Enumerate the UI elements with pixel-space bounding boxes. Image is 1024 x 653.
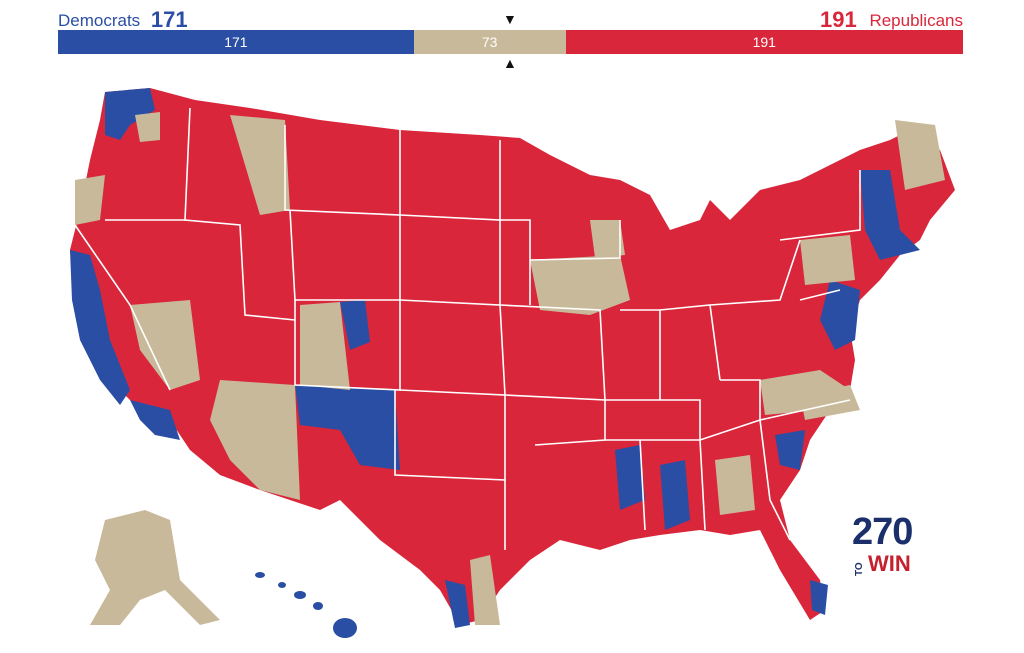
bar-segment-toss-up: 73 — [413, 30, 566, 54]
continental-us-base — [70, 88, 955, 625]
democrats-total: Democrats 171 — [58, 6, 188, 32]
dem-mississippi-delta — [615, 445, 645, 510]
dem-atlanta — [775, 430, 805, 470]
dem-south-texas — [445, 580, 470, 628]
hawaii — [255, 572, 357, 638]
republicans-count: 191 — [819, 7, 857, 32]
dem-new-mexico — [295, 385, 400, 470]
dem-west-coast — [70, 250, 130, 405]
seat-totals-header: Democrats 171 191 Republicans — [58, 4, 963, 32]
dem-alabama-black-belt — [660, 460, 690, 530]
republicans-label: Republicans — [869, 11, 963, 30]
dem-colorado-denver — [340, 300, 370, 350]
alaska — [90, 510, 220, 625]
tossup-washington — [135, 112, 160, 142]
tossup-utah — [300, 302, 350, 390]
logo-win: WIN — [868, 551, 911, 576]
tossup-pennsylvania-ny — [800, 235, 855, 285]
down-triangle-icon: ▼ — [503, 11, 517, 27]
seat-distribution-bar: 171 73 191 — [58, 30, 963, 54]
tossup-arizona — [210, 380, 300, 500]
dem-mid-atlantic — [820, 280, 860, 350]
logo-number: 270 — [852, 511, 913, 553]
bar-segment-democrat: 171 — [58, 30, 414, 54]
dem-southern-california — [130, 400, 180, 440]
tossup-oregon-coast — [75, 175, 105, 225]
dem-pacific-northwest — [105, 88, 155, 140]
tossup-north-carolina — [800, 385, 860, 420]
up-triangle-icon: ▲ — [503, 55, 517, 71]
state-borders — [74, 107, 861, 550]
democrats-label: Democrats — [58, 11, 141, 30]
tossup-wisconsin — [590, 220, 625, 258]
tossup-idaho — [230, 115, 290, 215]
dem-south-florida — [810, 580, 828, 615]
congressional-district-map — [60, 80, 960, 650]
tossup-maine — [895, 120, 945, 190]
democrats-count: 171 — [150, 7, 188, 32]
tossup-nevada — [130, 300, 200, 390]
tossup-south-texas — [470, 555, 500, 625]
bar-segment-republican: 191 — [565, 30, 963, 54]
270towin-logo: 270 TO WIN — [852, 512, 922, 582]
dem-new-england — [860, 170, 920, 260]
us-map-svg — [70, 88, 955, 638]
tossup-iowa-illinois — [530, 255, 630, 315]
republicans-total: 191 Republicans — [820, 6, 963, 32]
tossup-georgia — [715, 455, 755, 515]
logo-to: TO — [854, 562, 865, 576]
